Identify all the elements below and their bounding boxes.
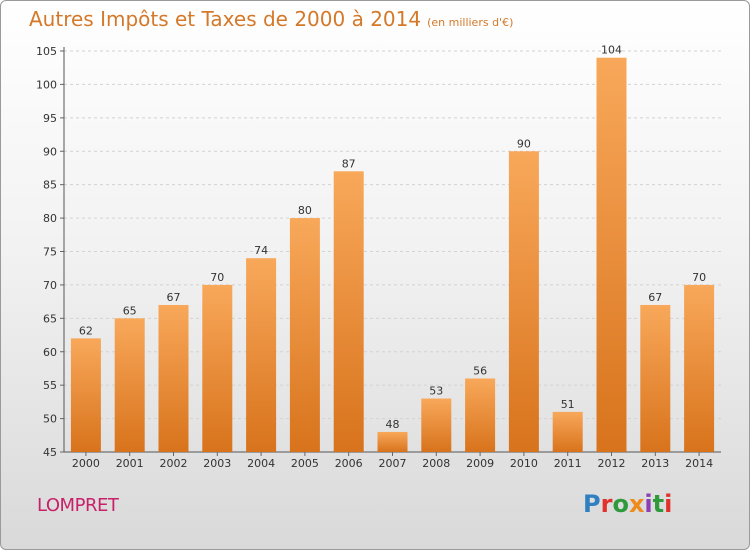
bar-value-label: 70: [210, 271, 224, 284]
y-tick-label: 75: [43, 246, 57, 259]
x-tick-label: 2000: [72, 457, 100, 470]
x-tick-label: 2010: [510, 457, 538, 470]
bar-2000: [70, 338, 101, 452]
bar-2004: [246, 258, 277, 452]
y-tick-label: 95: [43, 112, 57, 125]
labels: 62 65 67 70 74 80 87 48 53 56 90 51 104 67 70: [79, 44, 706, 431]
y-tick-label: 65: [43, 312, 57, 325]
y-tick-label: 100: [36, 78, 57, 91]
bar-2011: [552, 411, 583, 452]
x-tick-label: 2008: [422, 457, 450, 470]
y-tick-label: 50: [43, 413, 57, 426]
bar-2002: [158, 304, 189, 452]
y-tick-label: 55: [43, 379, 57, 392]
logo-letter: i: [664, 490, 673, 518]
bar-value-label: 80: [298, 204, 312, 217]
x-tick-label: 2006: [335, 457, 363, 470]
logo-letter: r: [600, 490, 613, 518]
y-tick-label: 70: [43, 279, 57, 292]
bar-2008: [421, 398, 452, 452]
bar-value-label: 67: [648, 291, 662, 304]
logo-letter: o: [612, 490, 629, 518]
chart-title: Autres Impôts et Taxes de 2000 à 2014 (en…: [29, 7, 513, 31]
bar-value-label: 65: [123, 304, 137, 317]
x-tick-label: 2001: [116, 457, 144, 470]
bar-2010: [508, 151, 539, 452]
x-tick-label: 2004: [247, 457, 275, 470]
logo-letter: t: [652, 490, 665, 518]
bar-2006: [333, 171, 364, 453]
bar-value-label: 48: [386, 418, 400, 431]
bar-2014: [684, 284, 715, 452]
bar-2007: [377, 431, 408, 452]
logo-letter: x: [628, 490, 645, 518]
bar-value-label: 90: [517, 137, 531, 150]
x-tick-label: 2007: [379, 457, 407, 470]
bar-value-label: 62: [79, 324, 93, 337]
bar-2003: [202, 284, 233, 452]
bar-value-label: 87: [342, 157, 356, 170]
bar-2012: [596, 57, 627, 452]
y-tick-label: 45: [43, 446, 57, 459]
proxiti-logo[interactable]: Proxiti: [583, 490, 672, 518]
bar-2005: [289, 218, 320, 452]
x-tick-label: 2009: [466, 457, 494, 470]
bar-2013: [640, 304, 671, 452]
y-tick-label: 85: [43, 179, 57, 192]
bar-value-label: 74: [254, 244, 268, 257]
logo-letter: P: [583, 490, 601, 518]
bar-value-label: 56: [473, 364, 487, 377]
chart-subtitle: (en milliers d'€): [427, 16, 514, 29]
bars: [70, 57, 715, 453]
y-tick-label: 90: [43, 145, 57, 158]
x-tick-label: 2002: [160, 457, 188, 470]
y-tick-label: 105: [36, 45, 57, 58]
logo-letter: i: [644, 490, 653, 518]
x-tick-label: 2011: [554, 457, 582, 470]
bar-value-label: 104: [601, 44, 622, 57]
y-tick-label: 80: [43, 212, 57, 225]
x-tick-label: 2013: [641, 457, 669, 470]
bar-value-label: 51: [561, 398, 575, 411]
chart-title-text: Autres Impôts et Taxes de 2000 à 2014: [29, 7, 422, 31]
x-tick-label: 2005: [291, 457, 319, 470]
x-tick-label: 2014: [685, 457, 713, 470]
axes: 45 50 55 60 65 70 75 80 85 90 95 100 105 2000 2001 2002…: [36, 45, 721, 470]
city-name: LOMPRET: [37, 495, 119, 516]
bar-2009: [465, 378, 496, 452]
x-tick-label: 2012: [598, 457, 626, 470]
bar-value-label: 67: [167, 291, 181, 304]
bar-value-label: 53: [429, 385, 443, 398]
bar-value-label: 70: [692, 271, 706, 284]
bar-2001: [114, 318, 145, 452]
x-tick-label: 2003: [203, 457, 231, 470]
y-tick-label: 60: [43, 346, 57, 359]
